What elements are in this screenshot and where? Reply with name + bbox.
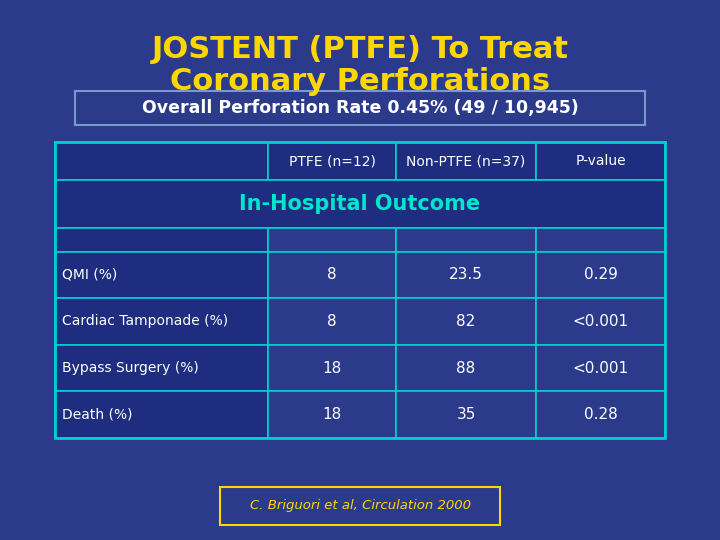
Bar: [396, 298, 536, 345]
Bar: [536, 142, 665, 180]
Text: 8: 8: [327, 314, 337, 329]
Text: <0.001: <0.001: [572, 314, 629, 329]
Bar: [75, 91, 645, 125]
Bar: [536, 298, 665, 345]
Bar: [536, 228, 665, 252]
Text: Bypass Surgery (%): Bypass Surgery (%): [62, 361, 199, 375]
Text: 0.28: 0.28: [584, 407, 617, 422]
Bar: [536, 392, 665, 438]
Bar: [55, 392, 268, 438]
Bar: [268, 142, 396, 180]
Text: Cardiac Tamponade (%): Cardiac Tamponade (%): [62, 314, 228, 328]
Text: Overall Perforation Rate 0.45% (49 / 10,945): Overall Perforation Rate 0.45% (49 / 10,…: [142, 99, 578, 117]
Text: Coronary Perforations: Coronary Perforations: [170, 68, 550, 97]
Text: 82: 82: [456, 314, 476, 329]
Bar: [220, 487, 500, 525]
Text: <0.001: <0.001: [572, 361, 629, 376]
Bar: [55, 228, 268, 252]
Text: 88: 88: [456, 361, 476, 376]
Text: 18: 18: [323, 361, 341, 376]
Bar: [268, 298, 396, 345]
Bar: [536, 252, 665, 298]
Text: 23.5: 23.5: [449, 267, 483, 282]
Bar: [55, 298, 268, 345]
Bar: [268, 345, 396, 391]
Bar: [396, 228, 536, 252]
Text: 0.29: 0.29: [584, 267, 618, 282]
Bar: [55, 180, 665, 228]
Bar: [396, 142, 536, 180]
Bar: [55, 345, 268, 391]
Text: Death (%): Death (%): [62, 408, 132, 422]
Bar: [268, 228, 396, 252]
Text: JOSTENT (PTFE) To Treat: JOSTENT (PTFE) To Treat: [151, 36, 569, 64]
Text: 18: 18: [323, 407, 341, 422]
Bar: [396, 392, 536, 438]
Text: PTFE (n=12): PTFE (n=12): [289, 154, 375, 168]
Bar: [268, 252, 396, 298]
Bar: [55, 252, 268, 298]
Text: Non-PTFE (n=37): Non-PTFE (n=37): [406, 154, 526, 168]
Text: C. Briguori et al, Circulation 2000: C. Briguori et al, Circulation 2000: [250, 500, 470, 512]
Text: P-value: P-value: [575, 154, 626, 168]
Bar: [396, 345, 536, 391]
Bar: [55, 142, 268, 180]
Text: 35: 35: [456, 407, 476, 422]
Text: QMI (%): QMI (%): [62, 268, 117, 282]
Text: 8: 8: [327, 267, 337, 282]
Text: In-Hospital Outcome: In-Hospital Outcome: [240, 194, 480, 214]
Bar: [396, 252, 536, 298]
Bar: [536, 345, 665, 391]
Bar: [268, 392, 396, 438]
Bar: [55, 142, 665, 438]
